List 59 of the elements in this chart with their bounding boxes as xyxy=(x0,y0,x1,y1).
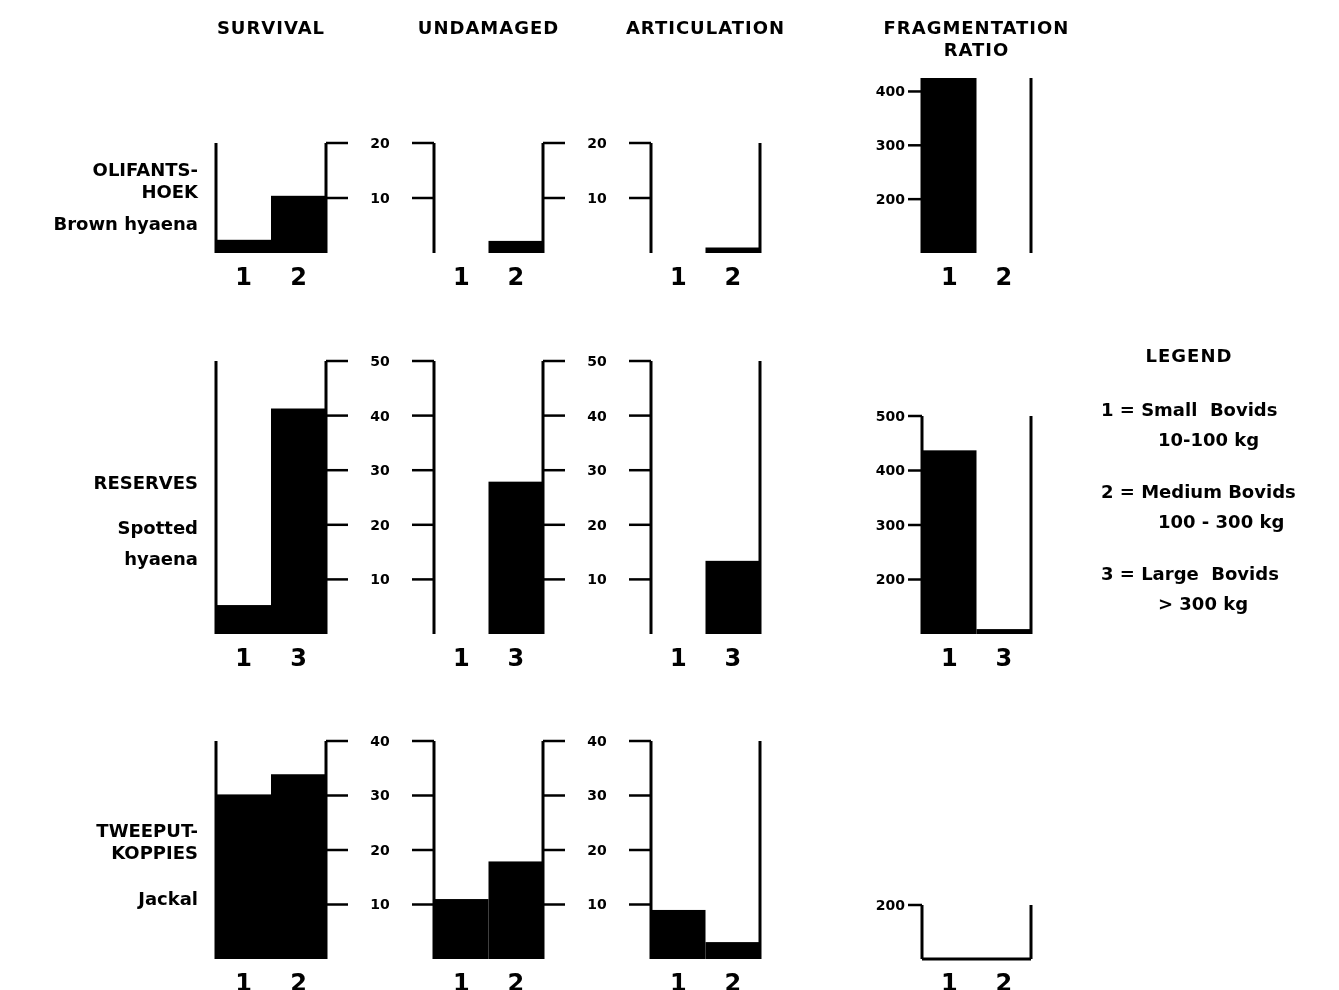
text: 3 = Large Bovids > 300 kg xyxy=(1101,563,1279,614)
x-tick-label: 2 xyxy=(724,263,742,291)
y-tick-label: 200 xyxy=(875,571,906,588)
x-tick-label: 3 xyxy=(995,644,1013,672)
y-tick-label: 30 xyxy=(370,462,390,479)
y-tick-label: 500 xyxy=(875,407,906,424)
y-tick-label: 400 xyxy=(875,462,906,479)
y-tick-label: 40 xyxy=(370,407,390,424)
text: 1 = Small Bovids 10-100 kg xyxy=(1101,399,1278,450)
y-tick-label: 10 xyxy=(587,189,607,206)
y-tick-label: 20 xyxy=(587,134,607,151)
x-tick-label: 2 xyxy=(995,263,1013,291)
x-tick-label: 1 xyxy=(940,644,958,672)
text: Brown hyaena xyxy=(53,213,198,234)
y-tick-label: 30 xyxy=(587,462,607,479)
x-tick-label: 1 xyxy=(452,263,470,291)
x-tick-label: 2 xyxy=(290,263,307,291)
y-tick-label: 300 xyxy=(875,137,906,154)
y-tick-label: 20 xyxy=(370,516,390,533)
y-tick-label: 20 xyxy=(370,134,390,151)
y-tick-label: 20 xyxy=(587,516,607,533)
y-tick-label: 300 xyxy=(875,516,906,533)
y-tick-label: 10 xyxy=(370,896,390,913)
y-tick-label: 30 xyxy=(370,787,390,804)
y-tick-label: 10 xyxy=(370,571,390,588)
y-tick-label: 20 xyxy=(587,841,607,858)
x-tick-label: 1 xyxy=(669,644,687,672)
x-tick-label: 3 xyxy=(724,644,742,672)
x-tick-label: 1 xyxy=(452,644,470,672)
text: 2 = Medium Bovids 100 - 300 kg xyxy=(1101,481,1296,532)
y-tick-label: 50 xyxy=(370,352,390,369)
text: Spotted hyaena xyxy=(117,517,198,569)
y-axis-title: TWEEPUT- KOPPIES xyxy=(96,820,198,863)
x-tick-label: 1 xyxy=(235,644,252,672)
x-tick-label: 2 xyxy=(507,263,525,291)
chart-title: ARTICULATION xyxy=(625,17,786,38)
y-tick-label: 20 xyxy=(370,841,390,858)
y-tick-label: 50 xyxy=(587,352,607,369)
y-tick-label: 30 xyxy=(587,787,607,804)
y-tick-label: 40 xyxy=(587,732,607,749)
y-tick-label: 10 xyxy=(587,896,607,913)
x-tick-label: 1 xyxy=(940,263,958,291)
x-tick-label: 3 xyxy=(290,644,307,672)
chart-title: SURVIVAL xyxy=(216,17,326,38)
y-axis-title: OLIFANTS- HOEK xyxy=(92,159,200,202)
x-tick-label: 3 xyxy=(507,644,525,672)
text: Jackal xyxy=(136,888,198,909)
y-tick-label: 10 xyxy=(370,189,390,206)
y-tick-label: 40 xyxy=(370,732,390,749)
y-tick-label: 10 xyxy=(587,571,607,588)
chart-title: UNDAMAGED xyxy=(417,17,560,38)
y-tick-label: 400 xyxy=(875,83,906,100)
y-tick-label: 40 xyxy=(587,407,607,424)
y-tick-label: 200 xyxy=(875,191,906,208)
x-tick-label: 1 xyxy=(669,263,687,291)
y-axis-title: RESERVES xyxy=(93,472,198,493)
x-tick-label: 1 xyxy=(235,263,252,291)
text: LEGEND xyxy=(1145,345,1233,366)
chart-title: FRAGMENTATION RATIO xyxy=(883,17,1070,60)
